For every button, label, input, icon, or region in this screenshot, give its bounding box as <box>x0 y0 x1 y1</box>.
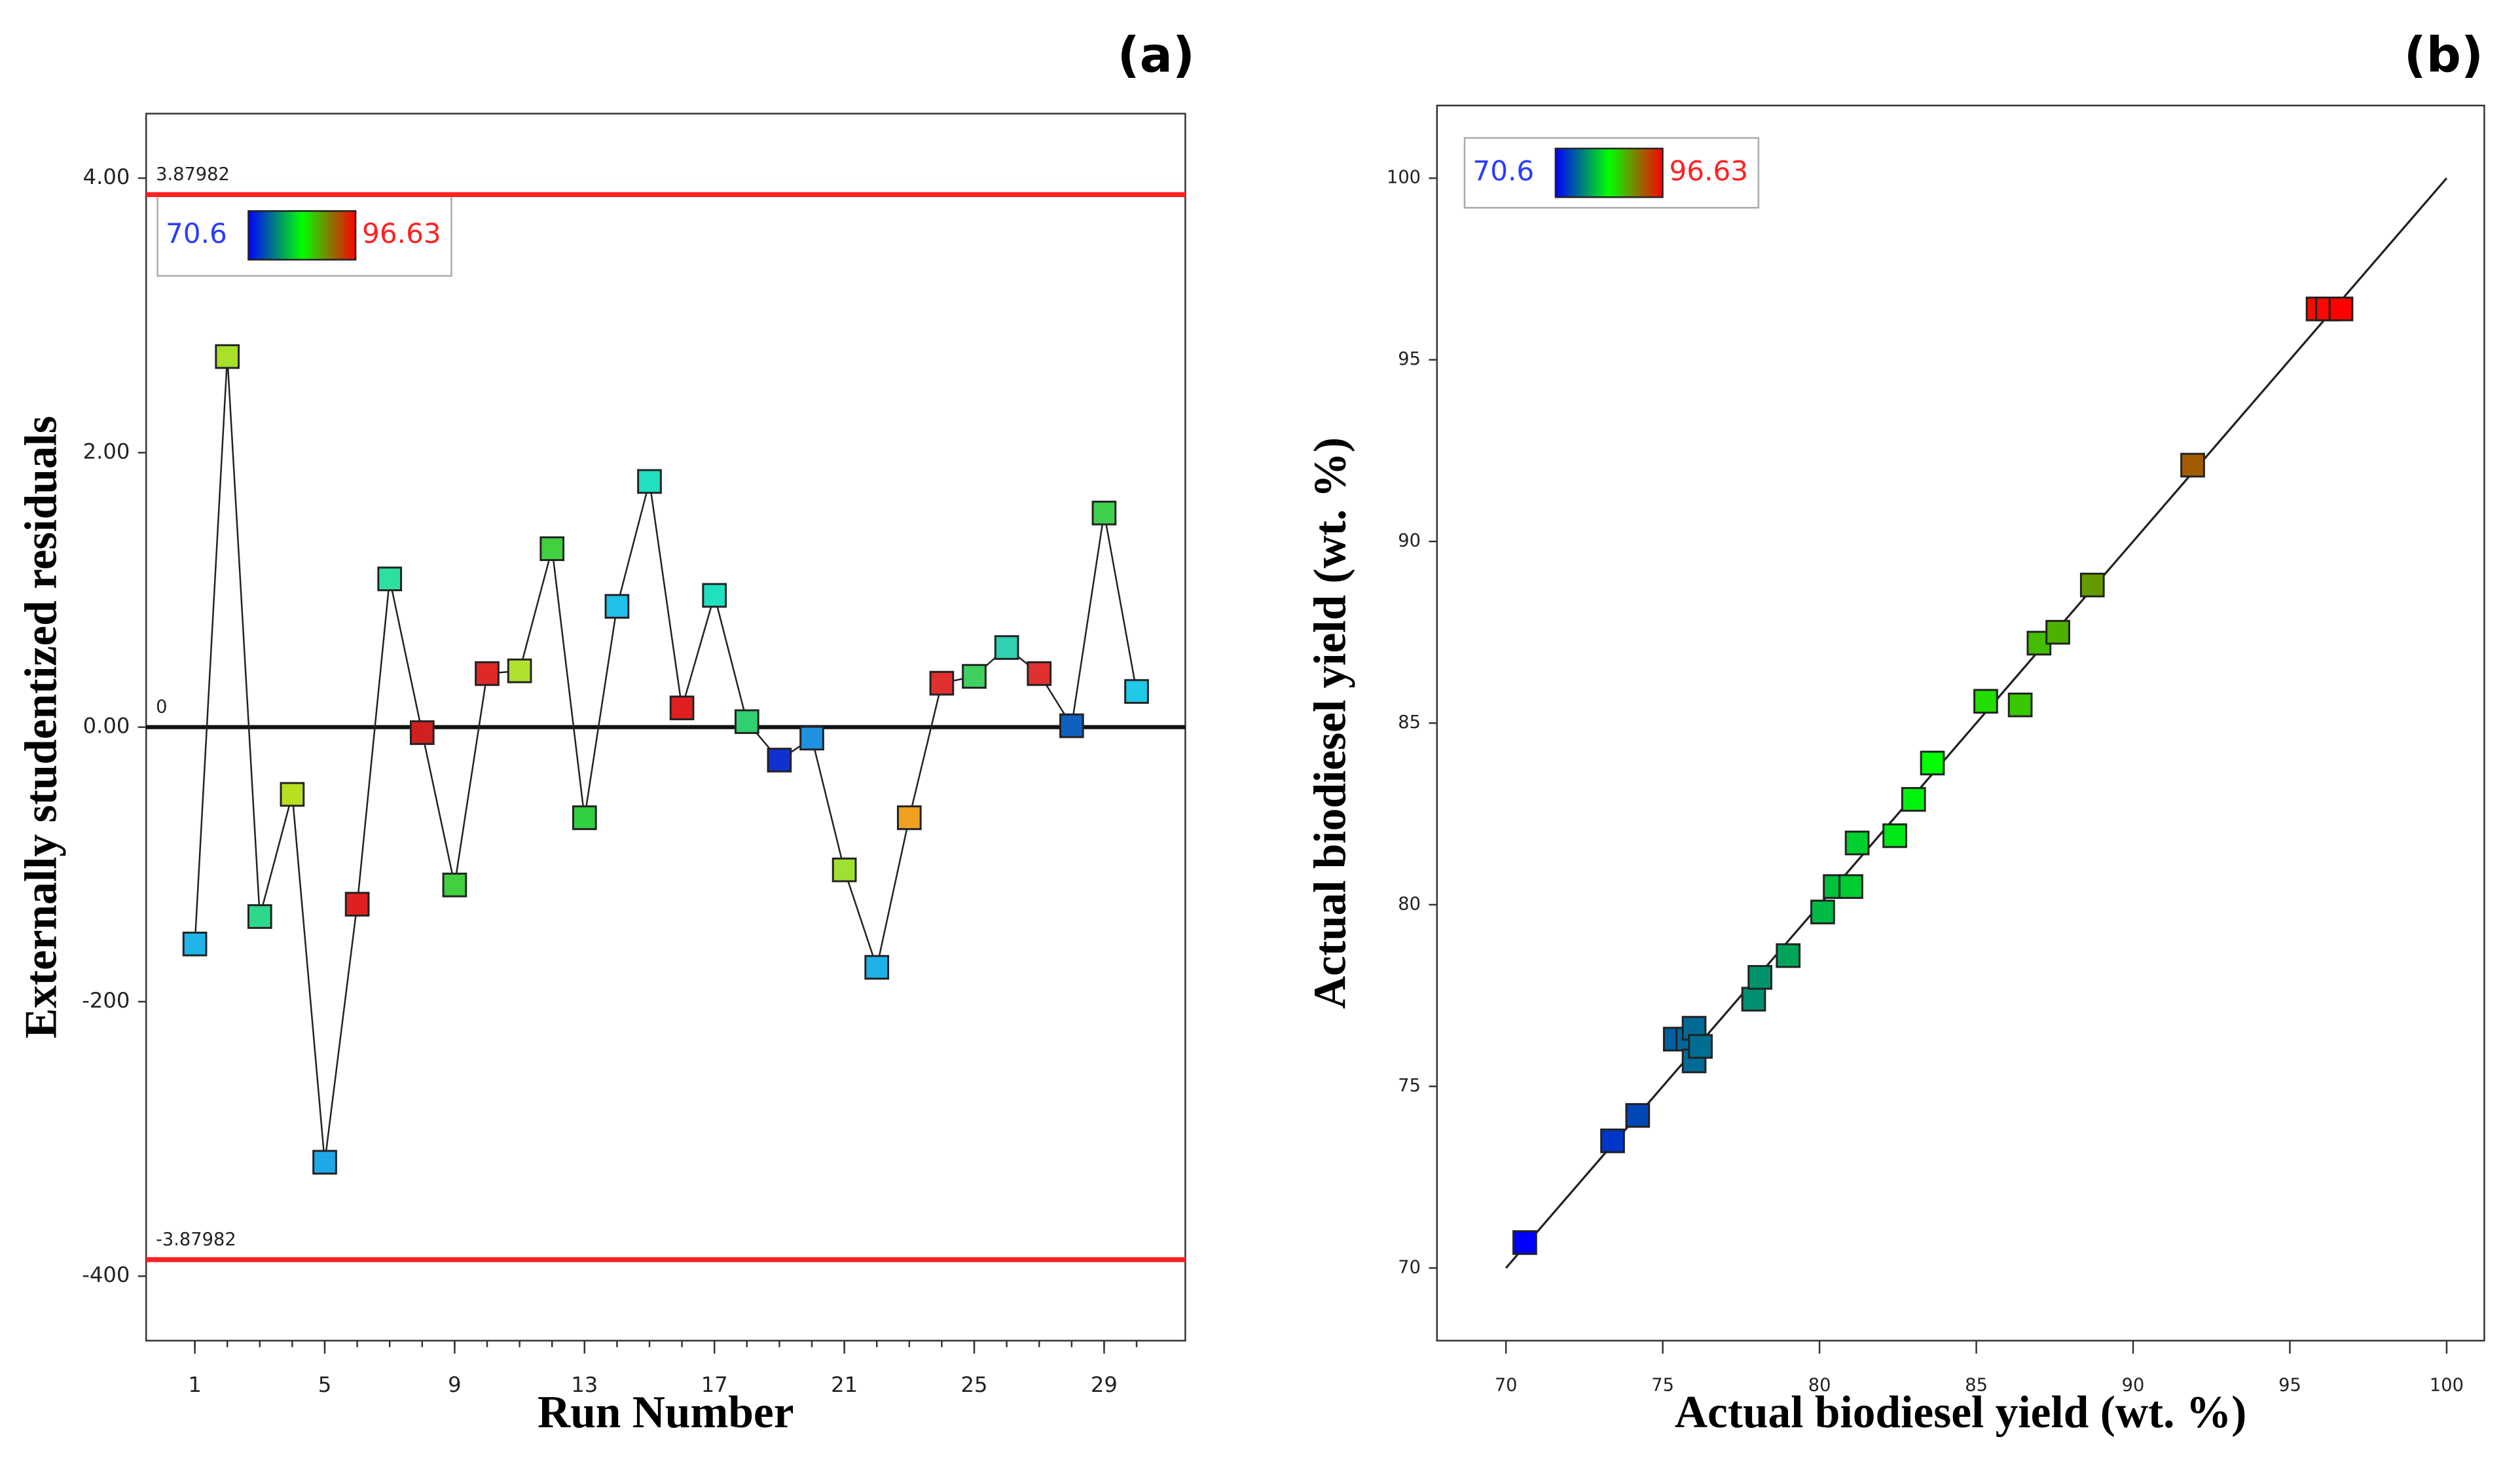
residual-point <box>929 670 955 696</box>
y-tick-label: 70 <box>1398 1257 1421 1277</box>
x-tick-label: 29 <box>1091 1372 1118 1397</box>
residual-point <box>962 664 987 689</box>
scatter-point <box>1844 830 1870 856</box>
x-axis-label: Actual biodiesel yield (wt. %) <box>1675 1387 2246 1438</box>
y-tick-label: 100 <box>1387 168 1421 188</box>
x-axis-label: Run Number <box>538 1387 794 1438</box>
residual-point <box>604 594 630 619</box>
y-tick-label: 80 <box>1398 894 1421 914</box>
colorbar-max: 96.63 <box>362 217 441 249</box>
residual-point <box>475 661 500 686</box>
residual-point <box>896 805 922 830</box>
scatter-point <box>1512 1230 1537 1255</box>
y-tick-label: 90 <box>1398 531 1421 551</box>
x-tick-label: 75 <box>1651 1376 1674 1396</box>
scatter-point <box>1741 987 1766 1012</box>
x-tick-label: 13 <box>571 1372 598 1397</box>
residual-point <box>864 955 890 980</box>
scatter-point <box>1882 823 1907 848</box>
scatter-point <box>2180 452 2205 478</box>
x-tick-label: 90 <box>2122 1376 2145 1396</box>
y-axis-label: Externally studentized residuals <box>16 416 66 1038</box>
center-label: 0 <box>156 697 167 717</box>
x-tick-label: 5 <box>318 1372 332 1397</box>
limit-label: 3.87982 <box>156 164 230 185</box>
y-tick-label: -400 <box>82 1262 130 1287</box>
residual-point <box>182 932 208 957</box>
x-tick-label: 25 <box>961 1372 988 1397</box>
x-tick-label: 95 <box>2278 1376 2301 1396</box>
x-tick-label: 17 <box>701 1372 728 1397</box>
scatter-point <box>2079 572 2105 598</box>
x-tick-label: 85 <box>1965 1376 1988 1396</box>
scatter-point <box>1810 900 1835 924</box>
colorbar-min: 70.6 <box>1472 155 1534 187</box>
panel-label: (b) <box>2404 27 2483 84</box>
residual-point <box>377 566 403 592</box>
residual-point <box>442 872 467 898</box>
y-tick-label: 75 <box>1398 1076 1421 1096</box>
y-tick-label: -200 <box>82 988 130 1013</box>
scatter-point <box>1688 1034 1713 1059</box>
parity-line <box>1505 177 2448 1269</box>
residual-point <box>572 805 597 830</box>
residual-point <box>247 904 272 929</box>
x-tick-label: 80 <box>1808 1376 1831 1396</box>
scatter-point <box>1838 874 1863 899</box>
residual-point <box>507 658 532 684</box>
y-tick-label: 2.00 <box>83 439 130 464</box>
plot-frame <box>1436 104 2485 1341</box>
colorbar-min: 70.6 <box>166 217 227 249</box>
y-tick-label: 85 <box>1398 712 1421 733</box>
colorbar <box>247 210 357 261</box>
y-tick-label: 95 <box>1398 349 1421 369</box>
x-tick-label: 1 <box>188 1372 202 1397</box>
residual-point <box>669 695 695 721</box>
residual-point <box>994 635 1019 660</box>
scatter-point <box>1973 689 1998 714</box>
scatter-point <box>2007 692 2033 718</box>
residual-point <box>344 892 370 917</box>
residual-point <box>280 782 305 807</box>
y-tick-label: 4.00 <box>83 164 130 189</box>
scatter-point <box>1600 1128 1625 1154</box>
residual-point <box>702 583 727 608</box>
residual-point <box>734 709 759 735</box>
residual-point <box>215 344 240 369</box>
residual-point <box>799 725 824 751</box>
scatter-point <box>1901 787 1926 812</box>
residual-point <box>637 469 662 494</box>
x-tick-label: 100 <box>2430 1376 2464 1396</box>
residual-point <box>831 857 857 883</box>
x-tick-label: 21 <box>831 1372 858 1397</box>
colorbar <box>1554 147 1664 198</box>
scatter-point <box>1747 965 1772 990</box>
residual-point <box>312 1150 337 1175</box>
panel-label: (a) <box>1118 27 1195 84</box>
residual-point <box>1091 500 1117 526</box>
y-tick-label: 0.00 <box>83 714 130 738</box>
scatter-point <box>1776 943 1801 968</box>
scatter-point <box>2328 297 2354 321</box>
colorbar-max: 96.63 <box>1669 155 1748 187</box>
limit-label: -3.87982 <box>156 1230 236 1250</box>
y-axis-label: Actual biodiesel yield (wt. %) <box>1306 437 1356 1009</box>
residual-point <box>1124 679 1149 704</box>
residual-point <box>539 536 565 561</box>
scatter-point <box>1920 750 1945 776</box>
x-tick-label: 9 <box>448 1372 462 1397</box>
scatter-point <box>1625 1103 1651 1128</box>
residual-point <box>1059 713 1084 738</box>
residual-point <box>767 748 792 773</box>
residual-point <box>1027 661 1052 686</box>
residual-point <box>409 720 435 745</box>
residual-line <box>194 356 1138 1163</box>
x-tick-label: 70 <box>1495 1376 1518 1396</box>
scatter-point <box>2045 619 2070 645</box>
